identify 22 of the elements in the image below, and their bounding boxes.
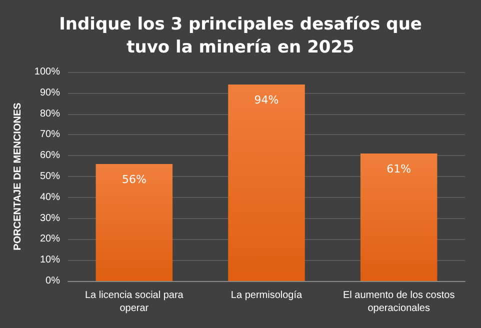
chart-title: Indique los 3 principales desafíos que tuvo la minería en 2025 (59, 14, 422, 58)
y-tick-label: 70% (40, 129, 60, 140)
bar (96, 164, 173, 281)
y-tick-label: 100% (34, 66, 60, 78)
x-tick-label: El aumento de los costos operacionales (342, 290, 455, 314)
data-label: 61% (386, 162, 412, 176)
bar (228, 84, 305, 281)
x-tick-label: La permisología (230, 290, 303, 301)
y-tick-label: 90% (40, 87, 60, 98)
y-tick-label: 60% (40, 150, 60, 162)
y-tick-label: 40% (40, 192, 60, 203)
y-tick-label: 10% (40, 254, 60, 266)
y-tick-label: 0% (46, 276, 60, 286)
bar (360, 154, 438, 281)
data-label: 56% (122, 172, 146, 186)
data-label: 94% (254, 94, 279, 107)
y-axis-title: PORCENTAJE DE MENCIONES (12, 102, 24, 250)
y-tick-label: 20% (40, 234, 60, 245)
y-tick-label: 80% (40, 108, 60, 120)
y-tick-label: 50% (40, 171, 60, 182)
y-tick-label: 30% (40, 212, 60, 224)
x-tick-label: La licencia social para operar (84, 290, 184, 314)
